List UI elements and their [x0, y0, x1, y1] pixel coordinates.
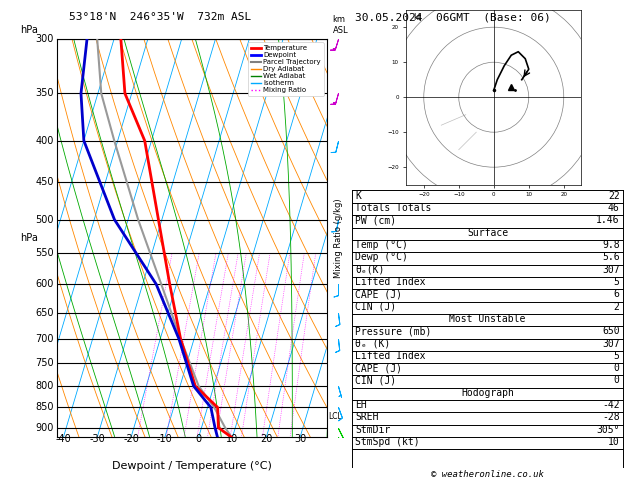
Text: Lifted Index: Lifted Index [355, 277, 426, 287]
Text: 900: 900 [35, 423, 54, 433]
Text: StmSpd (kt): StmSpd (kt) [355, 437, 420, 447]
Text: θₑ(K): θₑ(K) [355, 265, 385, 275]
Text: 500: 500 [35, 215, 54, 225]
Text: 5: 5 [614, 351, 620, 361]
Text: 550: 550 [35, 248, 54, 259]
Text: StmDir: StmDir [355, 425, 391, 434]
Text: CIN (J): CIN (J) [355, 302, 396, 312]
Text: PW (cm): PW (cm) [355, 215, 396, 226]
Text: 9.8: 9.8 [602, 240, 620, 250]
Text: 350: 350 [35, 88, 54, 99]
Text: Lifted Index: Lifted Index [355, 351, 426, 361]
Text: 53°18'N  246°35'W  732m ASL: 53°18'N 246°35'W 732m ASL [69, 12, 252, 22]
Text: 650: 650 [35, 308, 54, 317]
Text: 650: 650 [602, 326, 620, 336]
Text: 300: 300 [35, 34, 54, 44]
Text: 30.05.2024  06GMT  (Base: 06): 30.05.2024 06GMT (Base: 06) [355, 12, 551, 22]
Text: 20: 20 [260, 434, 272, 444]
Text: 600: 600 [35, 279, 54, 289]
Text: θₑ (K): θₑ (K) [355, 339, 391, 348]
Text: CAPE (J): CAPE (J) [355, 289, 403, 299]
Text: -20: -20 [123, 434, 139, 444]
Text: 30: 30 [294, 434, 306, 444]
Text: 0: 0 [196, 434, 202, 444]
Text: 400: 400 [35, 136, 54, 146]
Text: Surface: Surface [467, 228, 508, 238]
Text: 2: 2 [614, 302, 620, 312]
Text: K: K [355, 191, 361, 201]
Text: Dewp (°C): Dewp (°C) [355, 252, 408, 262]
Text: 22: 22 [608, 191, 620, 201]
Text: 10: 10 [608, 437, 620, 447]
Text: 46: 46 [608, 203, 620, 213]
Text: hPa: hPa [19, 233, 38, 243]
Text: 0: 0 [614, 363, 620, 373]
Text: 5: 5 [614, 277, 620, 287]
Text: -30: -30 [89, 434, 105, 444]
Text: Temp (°C): Temp (°C) [355, 240, 408, 250]
Text: SREH: SREH [355, 413, 379, 422]
Text: 0: 0 [614, 376, 620, 385]
Text: © weatheronline.co.uk: © weatheronline.co.uk [431, 469, 544, 479]
Text: 850: 850 [35, 402, 54, 413]
Text: Mixing Ratio (g/kg): Mixing Ratio (g/kg) [333, 198, 343, 278]
Text: kt: kt [413, 13, 421, 22]
Text: 800: 800 [35, 381, 54, 391]
Text: km
ASL: km ASL [333, 16, 348, 35]
Legend: Temperature, Dewpoint, Parcel Trajectory, Dry Adiabat, Wet Adiabat, Isotherm, Mi: Temperature, Dewpoint, Parcel Trajectory… [248, 42, 323, 96]
Text: 305°: 305° [596, 425, 620, 434]
Text: EH: EH [355, 400, 367, 410]
Text: 700: 700 [35, 334, 54, 344]
Text: Pressure (mb): Pressure (mb) [355, 326, 431, 336]
Text: Hodograph: Hodograph [461, 388, 514, 398]
Text: 10: 10 [226, 434, 238, 444]
Text: 5.6: 5.6 [602, 252, 620, 262]
Text: 1.46: 1.46 [596, 215, 620, 226]
Text: 307: 307 [602, 265, 620, 275]
Text: -40: -40 [55, 434, 71, 444]
Text: 750: 750 [35, 358, 54, 368]
Text: -28: -28 [602, 413, 620, 422]
Text: CIN (J): CIN (J) [355, 376, 396, 385]
Text: Most Unstable: Most Unstable [449, 314, 526, 324]
Text: 6: 6 [614, 289, 620, 299]
Text: 307: 307 [602, 339, 620, 348]
Text: -42: -42 [602, 400, 620, 410]
Text: Totals Totals: Totals Totals [355, 203, 431, 213]
Text: Dewpoint / Temperature (°C): Dewpoint / Temperature (°C) [112, 461, 272, 471]
Text: CAPE (J): CAPE (J) [355, 363, 403, 373]
Text: hPa: hPa [19, 25, 38, 35]
Text: LCL: LCL [328, 412, 342, 421]
Text: -10: -10 [157, 434, 173, 444]
Text: 450: 450 [35, 177, 54, 188]
